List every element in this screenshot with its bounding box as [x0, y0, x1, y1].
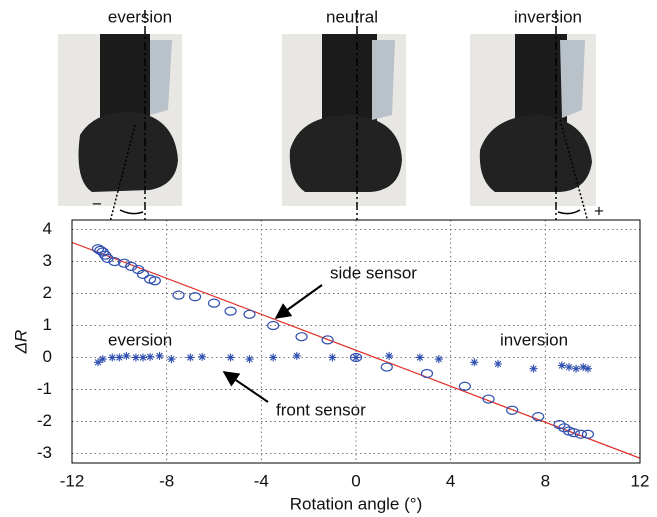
arrow [274, 284, 323, 319]
data-point [494, 359, 502, 368]
data-point [245, 355, 254, 364]
reference-lines [144, 10, 557, 222]
data-point [167, 355, 176, 364]
data-point [148, 276, 161, 286]
data-point [108, 353, 117, 362]
y-tick-label: 2 [43, 283, 52, 302]
arrow [222, 371, 269, 403]
annotation: front sensor [276, 400, 366, 419]
foot-axes [109, 119, 589, 223]
data-point [420, 368, 434, 379]
x-tick-label: 0 [351, 471, 360, 490]
x-axis-label: Rotation angle (°) [290, 494, 422, 513]
data-point [558, 423, 571, 433]
photo-label: neutral [326, 7, 378, 26]
data-point [108, 256, 121, 267]
annotation: eversion [108, 330, 172, 349]
data-point [581, 429, 595, 439]
data-point [482, 394, 495, 404]
x-tick-label: 8 [541, 471, 550, 490]
data-point [557, 361, 566, 370]
sign-minus: − [92, 194, 102, 213]
x-tick-label: -4 [254, 471, 269, 490]
data-point [553, 420, 566, 430]
data-point [136, 269, 150, 279]
x-tick-label: -12 [60, 471, 85, 490]
data-point [122, 351, 131, 360]
data-point [583, 364, 592, 373]
data-point [186, 353, 195, 362]
fit-line [72, 241, 640, 459]
y-tick-label: 3 [43, 251, 52, 270]
data-point [188, 292, 202, 302]
y-tick-label: 0 [43, 347, 52, 366]
data-point [101, 253, 114, 263]
data-point [267, 320, 280, 331]
data-point [572, 364, 581, 373]
data-point [125, 261, 138, 271]
y-tick-label: 4 [43, 219, 52, 238]
data-point [146, 352, 155, 361]
data-point [574, 429, 587, 439]
data-point [91, 244, 105, 254]
data-point [224, 306, 237, 316]
data-point [172, 290, 185, 300]
data-point [328, 353, 337, 362]
plot-frame [71, 219, 641, 464]
data-point [155, 351, 164, 360]
data-point [198, 352, 207, 361]
x-tick-label: 4 [446, 471, 455, 490]
data-point [565, 363, 573, 372]
photo-label: inversion [514, 7, 582, 26]
y-tick-label: 1 [43, 315, 52, 334]
annotation: side sensor [330, 263, 417, 282]
y-axis-label: ΔR [11, 330, 30, 355]
data-point [131, 353, 140, 362]
data-point [532, 412, 545, 422]
y-tick-label: -1 [37, 379, 52, 398]
data-point [470, 358, 479, 367]
data-point [269, 353, 278, 362]
data-point [98, 355, 107, 364]
data-point [506, 405, 519, 415]
data-point [226, 353, 235, 362]
data-point [292, 351, 301, 360]
data-point [132, 264, 145, 275]
data-point [385, 351, 394, 360]
data-point [117, 258, 131, 268]
data-point [321, 335, 334, 345]
data-point [380, 362, 393, 372]
photo-inversion [470, 34, 596, 206]
data-point [94, 245, 107, 255]
data-point [94, 358, 103, 367]
data-point [207, 298, 221, 308]
data-point [115, 353, 124, 362]
data-point [567, 428, 580, 438]
data-point [579, 363, 588, 372]
annotation: inversion [500, 330, 568, 349]
data-point [415, 353, 424, 362]
data-point [458, 381, 471, 391]
photo-label: eversion [108, 7, 172, 26]
data-point [139, 353, 147, 362]
data-point [243, 309, 256, 319]
data-point [295, 332, 308, 342]
data-point [529, 364, 538, 373]
x-tick-label: 12 [631, 471, 650, 490]
photo-neutral [282, 34, 406, 206]
data-point [434, 355, 443, 364]
y-tick-label: -3 [37, 443, 52, 462]
data-point [352, 353, 360, 362]
photo-eversion [58, 34, 182, 206]
x-tick-label: -8 [159, 471, 174, 490]
y-tick-label: -2 [37, 411, 52, 430]
sign-plus: + [594, 201, 604, 220]
